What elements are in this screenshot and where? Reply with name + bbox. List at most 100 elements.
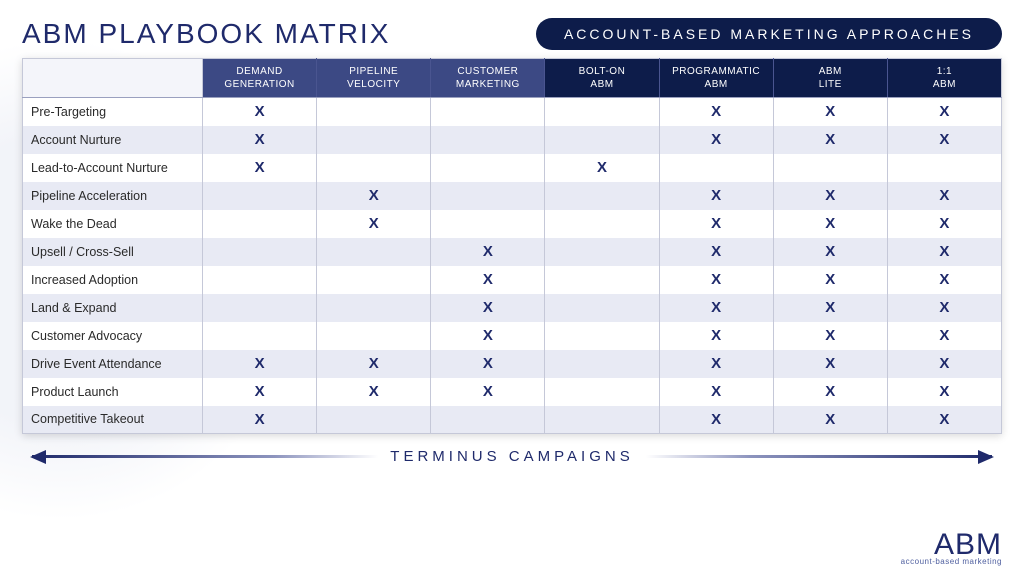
x-mark-icon: X [711,271,721,288]
table-row: Lead-to-Account NurtureXX [23,154,1002,182]
arrow-left [32,455,378,458]
approaches-pill: ACCOUNT-BASED MARKETING APPROACHES [536,18,1002,50]
cell [431,154,545,182]
x-mark-icon: X [825,383,835,400]
cell [431,182,545,210]
cell [317,154,431,182]
cell [545,266,659,294]
x-mark-icon: X [939,299,949,316]
terminus-campaigns-bar: TERMINUS CAMPAIGNS [22,448,1002,465]
cell: X [203,350,317,378]
cell [317,406,431,434]
table-body: Pre-TargetingXXXXAccount NurtureXXXXLead… [23,98,1002,434]
x-mark-icon: X [255,103,265,120]
row-label: Customer Advocacy [23,322,203,350]
x-mark-icon: X [255,355,265,372]
cell: X [887,126,1001,154]
x-mark-icon: X [939,327,949,344]
table-row: Pre-Targeting X X X X [23,98,1002,126]
cell [203,266,317,294]
x-mark-icon: X [711,187,721,204]
cell [773,154,887,182]
column-header-2: CUSTOMERMARKETING [431,59,545,98]
row-label: Account Nurture [23,126,203,154]
cell [545,322,659,350]
cell [203,238,317,266]
cell: X [431,294,545,322]
cell: X [659,210,773,238]
cell: X [887,378,1001,406]
cell: X [773,406,887,434]
cell: X [887,238,1001,266]
table-row: Account NurtureXXXX [23,126,1002,154]
cell: X [659,294,773,322]
x-mark-icon: X [369,215,379,232]
cell [431,98,545,126]
cell: X [317,378,431,406]
x-mark-icon: X [939,383,949,400]
cell: X [887,210,1001,238]
x-mark-icon: X [483,383,493,400]
column-header-1: PIPELINEVELOCITY [317,59,431,98]
x-mark-icon: X [939,187,949,204]
cell: X [773,350,887,378]
row-label: Land & Expand [23,294,203,322]
x-mark-icon: X [255,411,265,428]
page-title: ABM PLAYBOOK MATRIX [22,18,390,50]
cell: X [659,98,773,126]
cell: X [545,154,659,182]
x-mark-icon: X [369,355,379,372]
cell: X [887,98,1001,126]
row-label: Pipeline Acceleration [23,182,203,210]
x-mark-icon: X [825,411,835,428]
cell: X [431,322,545,350]
cell [317,238,431,266]
cell: X [773,378,887,406]
row-label: Pre-Targeting [23,98,203,126]
cell: X [317,182,431,210]
cell [431,406,545,434]
cell: X [773,238,887,266]
cell: X [203,98,317,126]
x-mark-icon: X [711,327,721,344]
row-label: Product Launch [23,378,203,406]
cell [659,154,773,182]
table-row: Land & ExpandXXXX [23,294,1002,322]
cell [203,322,317,350]
row-label: Increased Adoption [23,266,203,294]
x-mark-icon: X [939,131,949,148]
cell [203,210,317,238]
cell: X [773,126,887,154]
x-mark-icon: X [825,103,835,120]
x-mark-icon: X [711,299,721,316]
cell: X [887,322,1001,350]
x-mark-icon: X [711,383,721,400]
cell: X [773,182,887,210]
row-label: Lead-to-Account Nurture [23,154,203,182]
column-header-6: 1:1ABM [887,59,1001,98]
column-header-0: DEMANDGENERATION [203,59,317,98]
table-row: Customer AdvocacyXXXX [23,322,1002,350]
table-row: Drive Event AttendanceXXXXXX [23,350,1002,378]
cell: X [887,266,1001,294]
cell: X [659,182,773,210]
table-row: Product LaunchXXXXXX [23,378,1002,406]
x-mark-icon: X [825,215,835,232]
arrowhead-right-icon [978,450,994,464]
cell: X [431,378,545,406]
cell: X [887,350,1001,378]
cell [545,126,659,154]
abm-logo: ABM account-based marketing [901,530,1002,566]
row-label: Wake the Dead [23,210,203,238]
column-header-3: BOLT-ONABM [545,59,659,98]
cell [545,350,659,378]
column-header-5: ABMLITE [773,59,887,98]
x-mark-icon: X [825,187,835,204]
cell: X [659,322,773,350]
x-mark-icon: X [483,327,493,344]
cell: X [773,98,887,126]
row-label: Drive Event Attendance [23,350,203,378]
cell: X [659,126,773,154]
cell [317,266,431,294]
cell: X [659,266,773,294]
